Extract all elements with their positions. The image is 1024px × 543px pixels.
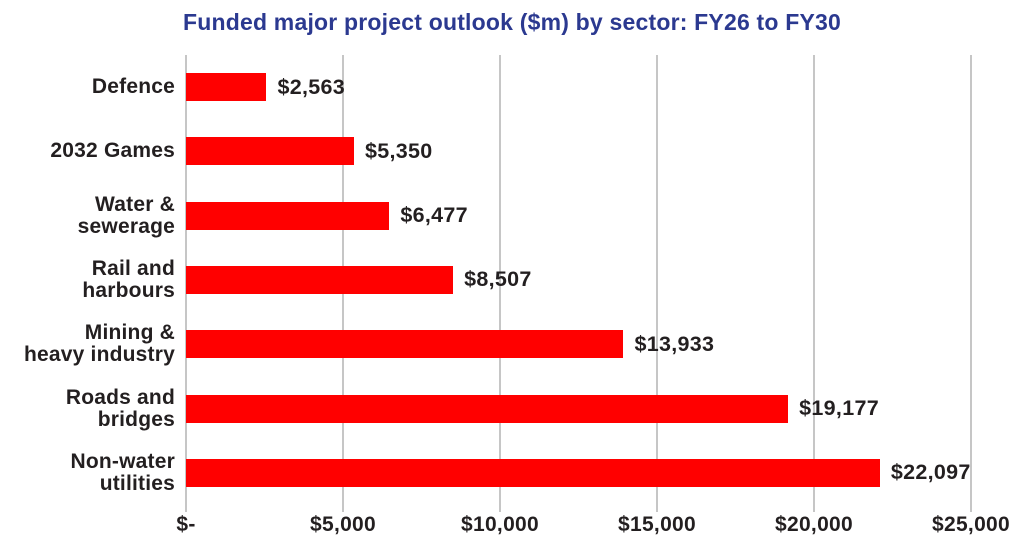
bar (186, 394, 789, 423)
x-axis-spacer (0, 505, 186, 539)
category-label: Defence (91, 75, 175, 99)
value-label: $2,563 (277, 74, 346, 99)
plot-grid: $2,563 $5,350 $6,477 $8,507 $13,933 $19,177 $2… (185, 55, 972, 512)
category-label: 2032 Games (50, 139, 175, 163)
category-axis: Defence 2032 Games Water & sewerage Rail an… (0, 55, 186, 505)
value-label: $6,477 (400, 203, 468, 228)
bar-row: $2,563 (186, 55, 971, 119)
category-label: Mining & heavy industry (23, 321, 175, 367)
bar-row: $13,933 (186, 312, 971, 376)
x-tick-label: $15,000 (617, 513, 697, 536)
bar-row: $8,507 (186, 248, 971, 312)
bar-row: $6,477 (186, 184, 971, 248)
category-label: Water & sewerage (77, 192, 175, 238)
bar (186, 330, 624, 359)
x-axis-ticks: $- $5,000 $10,000 $15,000 $20,000 $25,000 (176, 505, 1009, 539)
value-label: $5,350 (364, 138, 433, 163)
value-label: $13,933 (634, 331, 715, 356)
bar-row: $5,350 (186, 119, 971, 183)
gridline (499, 55, 501, 512)
value-label: $8,507 (464, 267, 532, 292)
bar (186, 458, 880, 487)
bar-row: $22,097 (186, 441, 971, 505)
x-tick-label: $10,000 (460, 513, 540, 536)
gridline (970, 55, 972, 512)
value-label: $22,097 (890, 460, 971, 485)
gridline (813, 55, 815, 512)
x-axis: $- $5,000 $10,000 $15,000 $20,000 $25,000 (0, 505, 1024, 539)
category-label: Non-water utilities (70, 449, 175, 495)
x-tick-label: $20,000 (774, 513, 854, 536)
bar (186, 137, 354, 166)
gridline (656, 55, 658, 512)
category-label: Rail and harbours (82, 256, 175, 302)
value-label: $19,177 (799, 396, 879, 421)
x-tick-label: $5,000 (309, 513, 377, 536)
bar (186, 265, 454, 294)
plot-area: Defence 2032 Games Water & sewerage Rail an… (0, 55, 1024, 512)
chart-title: Funded major project outlook ($m) by sec… (182, 9, 842, 35)
x-tick-label: $- (176, 513, 196, 536)
category-label: Roads and bridges (65, 385, 175, 431)
bar (186, 73, 267, 102)
bar-rows: $2,563 $5,350 $6,477 $8,507 $13,933 $19,177 $2… (186, 55, 971, 505)
bar-row: $19,177 (186, 376, 971, 440)
bar (186, 201, 390, 230)
x-tick-label: $25,000 (931, 513, 1011, 536)
